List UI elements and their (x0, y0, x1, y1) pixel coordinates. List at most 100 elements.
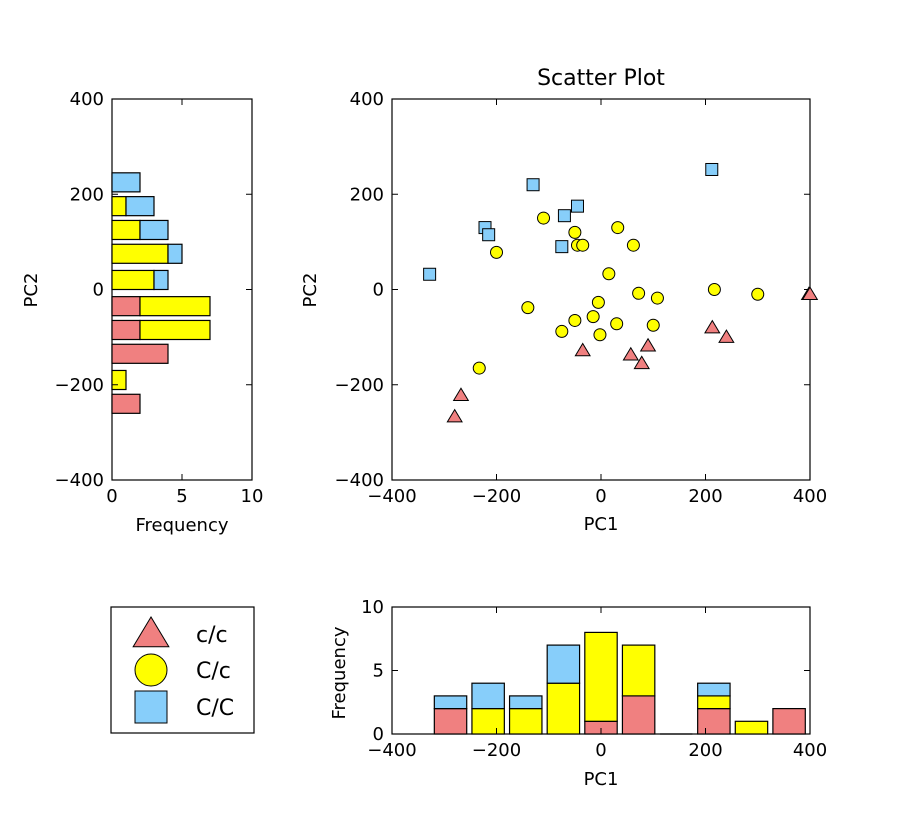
pc2-hist-bar-c-c (111, 369, 127, 391)
scatter-point-c-c (555, 324, 569, 338)
scatter-point-c-c (423, 267, 437, 281)
pc1-hist-bar-c-c (621, 695, 656, 735)
scatter-point-c-c (611, 221, 625, 235)
pc2-hist-ytick-label: 200 (70, 184, 104, 205)
scatter-point-c-c (574, 342, 591, 357)
pc1-hist-ytick-label: 10 (361, 597, 384, 618)
scatter-xtick-label: 400 (793, 486, 827, 507)
scatter-point-c-c (646, 318, 660, 332)
pc2-hist-xlabel: Frequency (136, 515, 229, 536)
scatter-point-c-c (446, 408, 463, 423)
pc2-hist-bar-c-c (111, 243, 169, 264)
scatter-xtick-label: −400 (367, 486, 416, 507)
legend-frame (110, 606, 255, 734)
scatter-xlabel: PC1 (584, 514, 619, 535)
pc1-hist-bar-c-c (772, 707, 806, 735)
legend-c-c-marker (134, 690, 168, 724)
scatter-point-c-c (610, 317, 624, 331)
pc2-hist-bar-c-c (139, 219, 169, 241)
pc1-hist-ylabel: Frequency (329, 626, 350, 719)
pc1-hist-xtick-label: −400 (367, 740, 416, 761)
scatter-ytick-label: 400 (350, 89, 384, 110)
scatter-point-c-c (751, 287, 765, 301)
pc2-hist-bar-c-c (139, 319, 211, 341)
pc2-hist-ylabel: PC2 (21, 273, 42, 308)
pc2-hist-bar-c-c (153, 269, 169, 291)
scatter-point-c-c (555, 240, 569, 254)
pc1-hist-xlabel: PC1 (584, 769, 619, 790)
pc2-hist-xtick-label: 5 (176, 486, 187, 507)
scatter-point-c-c (633, 355, 650, 370)
pc1-hist-xtick-label: −200 (472, 740, 521, 761)
scatter-point-c-c (707, 283, 721, 296)
scatter-point-c-c (626, 238, 640, 252)
scatter-point-c-c (568, 225, 582, 239)
scatter-point-c-c (537, 211, 551, 225)
pc1-hist-bar-c-c (471, 707, 505, 735)
scatter-point-c-c (650, 291, 664, 305)
scatter-ylabel: PC2 (300, 273, 321, 308)
pc1-hist-bar-c-c (546, 682, 581, 735)
pc1-hist-bar-c-c (433, 695, 468, 710)
pc1-hist-bar-c-c (697, 682, 731, 697)
scatter-point-c-c (718, 329, 735, 343)
scatter-point-c-c (521, 301, 535, 315)
pc2-hist-bar-c-c (111, 172, 141, 193)
pc1-hist-bar-c-c (734, 720, 769, 735)
pc1-hist-ytick-label: 5 (373, 661, 384, 682)
pc2-hist-bar-c-c (125, 196, 155, 217)
pc1-hist-bar-c-c (621, 644, 656, 697)
legend-c-c-marker (132, 616, 170, 648)
pc2-hist-ytick-label: −200 (55, 375, 104, 396)
scatter-point-c-c (570, 199, 584, 213)
scatter-point-c-c (639, 337, 657, 352)
legend-c-c-marker (134, 653, 168, 687)
scatter-point-c-c (526, 178, 540, 192)
legend-c-c-label: C/c (196, 659, 231, 684)
pc2-hist-bar-c-c (111, 319, 141, 341)
legend-c-c-label: C/C (196, 696, 234, 721)
scatter-point-c-c (490, 245, 503, 259)
pc2-hist-bar-c-c (111, 393, 141, 414)
scatter-point-c-c (452, 387, 470, 401)
pc1-hist-xtick-label: 400 (793, 740, 827, 761)
scatter-ytick-label: −400 (335, 470, 384, 491)
pc1-hist-bar-c-c (471, 682, 505, 710)
pc1-hist-bar-c-c (508, 707, 543, 735)
pc2-hist-bar-c-c (111, 219, 141, 241)
scatter-plot: Scatter Plot −400 −200 0 200 400 400 200 0 −200 −… (300, 66, 827, 535)
pc2-hist-bar-c-c (139, 296, 211, 317)
pc2-hist-bar-c-c (111, 343, 169, 364)
pc2-hist-bar-c-c (111, 269, 155, 291)
scatter-xtick-label: 0 (595, 486, 606, 507)
pc1-hist-bar-c-c (508, 695, 543, 710)
pc2-hist-bar-c-c (111, 196, 127, 217)
scatter-point-c-c (801, 286, 819, 301)
pc1-hist-xtick-label: 200 (688, 740, 722, 761)
pc1-hist-bar-c-c (584, 631, 618, 722)
pc2-hist-ytick-label: −400 (55, 470, 104, 491)
pc1-hist-bar-c-c (697, 707, 731, 735)
scatter-point-c-c (622, 346, 640, 361)
scatter-title: Scatter Plot (537, 66, 665, 91)
scatter-point-c-c (704, 319, 721, 334)
scatter-point-c-c (632, 286, 646, 300)
pc2-hist-xtick-label: 0 (106, 486, 117, 507)
scatter-point-c-c (705, 162, 719, 176)
pc1-hist-xtick-label: 0 (595, 740, 606, 761)
pc1-hist-ytick-label: 0 (373, 724, 384, 745)
pc1-hist-bar-c-c (546, 644, 581, 684)
scatter-xtick-label: −200 (472, 486, 521, 507)
scatter-point-c-c (557, 209, 571, 223)
pc2-hist-bar-c-c (111, 296, 141, 317)
pc2-hist-ytick-label: 400 (70, 89, 104, 110)
pc2-histogram: 0 5 10 400 200 0 −200 −400 Frequency PC2 (21, 89, 263, 536)
scatter-xtick-label: 200 (688, 486, 722, 507)
scatter-point-c-c (472, 361, 486, 375)
pc1-hist-bar-c-c (433, 707, 468, 735)
scatter-point-c-c (482, 228, 496, 242)
pc1-histogram: −400 −200 0 200 400 10 5 0 PC1 Frequency (329, 597, 827, 790)
scatter-point-c-c (586, 310, 600, 324)
scatter-point-c-c (568, 313, 582, 327)
pc2-hist-ytick-label: 0 (93, 280, 104, 301)
